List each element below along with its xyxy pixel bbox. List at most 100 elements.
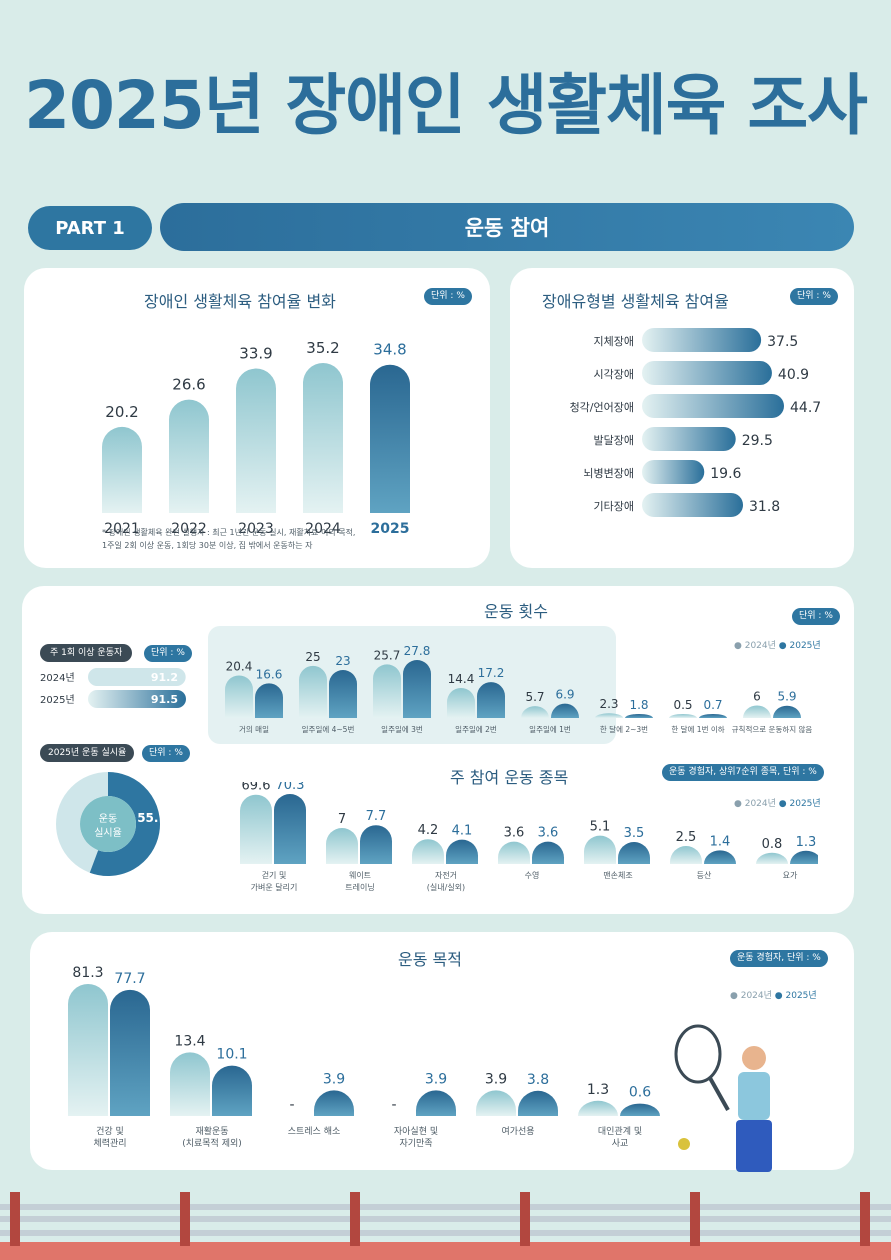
- participation-bar: [370, 364, 410, 513]
- participation-unit-badge: 단위 : %: [424, 288, 472, 305]
- participation-bar: [236, 368, 276, 513]
- section-title: 운동 참여: [160, 203, 854, 251]
- by-type-card: 장애유형별 생활체육 참여율 단위 : % 지체장애 37.5 시각장애 40.9 청각…: [510, 268, 854, 568]
- purpose-unit-badge: 운동 경험자, 단위 : %: [730, 950, 828, 967]
- sports-value-label: 1.3: [796, 835, 817, 850]
- participation-note-line-1: * 장애인 생활체육 완전 실행자 : 최근 1년간 운동 실시, 재활치료 이…: [102, 528, 356, 537]
- purpose-category-label: 자아실현 및: [394, 1125, 438, 1137]
- rate-donut-center: [80, 796, 136, 852]
- purpose-value-label: 10.1: [216, 1047, 247, 1063]
- by-type-value-label: 44.7: [790, 400, 821, 416]
- frequency-value-label: 2.3: [599, 697, 618, 711]
- player-shorts: [736, 1120, 772, 1172]
- frequency-bar: [773, 705, 801, 718]
- purpose-value-label: -: [391, 1097, 396, 1113]
- rate-value-label: 55.7: [137, 811, 167, 825]
- by-type-category-label: 뇌병변장애: [583, 467, 634, 480]
- frequency-bar: [595, 713, 623, 718]
- legend-2024: ● 2024년: [734, 641, 776, 651]
- frequency-bar: [255, 683, 283, 718]
- frequency-category-label: 한 달에 1번 이하: [671, 724, 724, 734]
- sports-category-label: 자전거: [435, 870, 457, 880]
- sports-value-label: 70.3: [276, 782, 305, 793]
- sports-legend-2024-label: 2024년: [744, 799, 776, 809]
- purpose-bar: [212, 1065, 252, 1116]
- purpose-legend-2024: ● 2024년: [730, 991, 772, 1001]
- weekly-box-title: 주 1회 이상 운동자: [40, 644, 133, 662]
- purpose-value-label: 0.6: [629, 1085, 651, 1101]
- by-type-bar: [642, 394, 784, 418]
- sports-value-label: 1.4: [710, 834, 731, 849]
- purpose-legend-2025: ● 2025년: [774, 991, 817, 1001]
- purpose-legend-2025-label: 2025년: [785, 991, 817, 1001]
- participation-value-label: 20.2: [105, 403, 138, 421]
- sports-category-label: 트레이닝: [345, 882, 374, 892]
- sports-legend-2025-label: 2025년: [789, 799, 821, 809]
- sports-legend-2025: ● 2025년: [778, 799, 821, 809]
- frequency-bar: [299, 665, 327, 718]
- purpose-value-label: 3.9: [425, 1071, 447, 1087]
- sports-value-label: 4.1: [452, 824, 473, 839]
- participation-note-line-2: 1주일 2회 이상 운동, 1회당 30분 이상, 집 밖에서 운동하는 자: [102, 541, 313, 550]
- page-title: 2025년 장애인 생활체육 조사: [24, 67, 868, 144]
- purpose-category-label: (치료목적 제외): [182, 1137, 242, 1149]
- rate-center-label-2: 실시율: [94, 827, 122, 839]
- by-type-value-label: 29.5: [742, 433, 773, 449]
- legend-2025-label: 2025년: [789, 641, 821, 651]
- sports-value-label: 3.6: [504, 826, 525, 841]
- weekly-year-label: 2025년: [40, 694, 75, 706]
- participation-value-label: 35.2: [306, 339, 339, 357]
- sports-bar: [498, 841, 530, 864]
- legend-2025: ● 2025년: [778, 641, 821, 651]
- by-type-bar: [642, 361, 772, 385]
- purpose-category-label: 여가선용: [501, 1125, 534, 1137]
- by-type-category-label: 지체장애: [594, 335, 634, 348]
- sports-bar: [532, 841, 564, 864]
- weekly-bar: [88, 668, 186, 686]
- participation-year-label: 2021: [104, 521, 140, 537]
- frequency-bar: [551, 703, 579, 718]
- weekly-value-label: 91.2: [151, 671, 178, 684]
- sports-category-label: 요가: [783, 871, 798, 880]
- racket-handle: [708, 1077, 730, 1111]
- frequency-value-label: 14.4: [448, 672, 475, 686]
- sports-category-label: 수영: [525, 870, 540, 880]
- tennis-player-illustration: [674, 1024, 772, 1172]
- sports-bar: [584, 835, 616, 864]
- by-type-unit-badge: 단위 : %: [790, 288, 838, 305]
- sports-value-label: 0.8: [762, 837, 783, 852]
- participation-bar: [102, 426, 142, 513]
- sports-bar: [412, 839, 444, 864]
- purpose-bar: [68, 984, 108, 1116]
- rate-box-unit-badge: 단위 : %: [142, 745, 190, 762]
- sports-bar: [240, 794, 272, 864]
- frequency-legend: ● 2024년 ● 2025년: [734, 638, 821, 651]
- sports-legend-2024: ● 2024년: [734, 799, 776, 809]
- frequency-value-label: 0.5: [673, 698, 692, 712]
- frequency-category-label: 일주일에 1번: [529, 725, 571, 734]
- purpose-legend: ● 2024년 ● 2025년: [730, 988, 817, 1001]
- frequency-category-label: 일주일에 4~5번: [302, 725, 355, 734]
- rate-donut-slice: [89, 772, 160, 876]
- purpose-value-label: 3.8: [527, 1072, 549, 1088]
- frequency-card: 운동 횟수 단위 : % ● 2024년 ● 2025년 주 1회 이상 운동자…: [22, 586, 854, 914]
- participation-value-label: 33.9: [239, 345, 272, 363]
- by-type-value-label: 19.6: [710, 466, 741, 482]
- sports-value-label: 3.5: [624, 826, 645, 841]
- frequency-bar: [329, 670, 357, 718]
- frequency-unit-badge: 단위 : %: [792, 608, 840, 625]
- sports-bar: [274, 794, 306, 864]
- frequency-category-label: 일주일에 2번: [455, 725, 497, 734]
- rate-box: 2025년 운동 실시율 단위 : % 운동 실시율 55.7: [36, 742, 206, 892]
- ground-fence-illustration: [0, 1186, 891, 1260]
- purpose-value-label: 13.4: [174, 1033, 205, 1049]
- sports-category-label: 등산: [697, 870, 712, 880]
- weekly-bar: [88, 690, 186, 708]
- participation-chart: 20.2 2021 26.6 2022 33.9 2023 35.2 2024 34.8 2025: [102, 339, 410, 537]
- frequency-bar: [743, 705, 771, 718]
- purpose-value-label: 1.3: [587, 1082, 609, 1098]
- frequency-title: 운동 횟수: [484, 602, 548, 621]
- weekly-chart: 2024년 91.2 2025년 91.5: [40, 668, 186, 708]
